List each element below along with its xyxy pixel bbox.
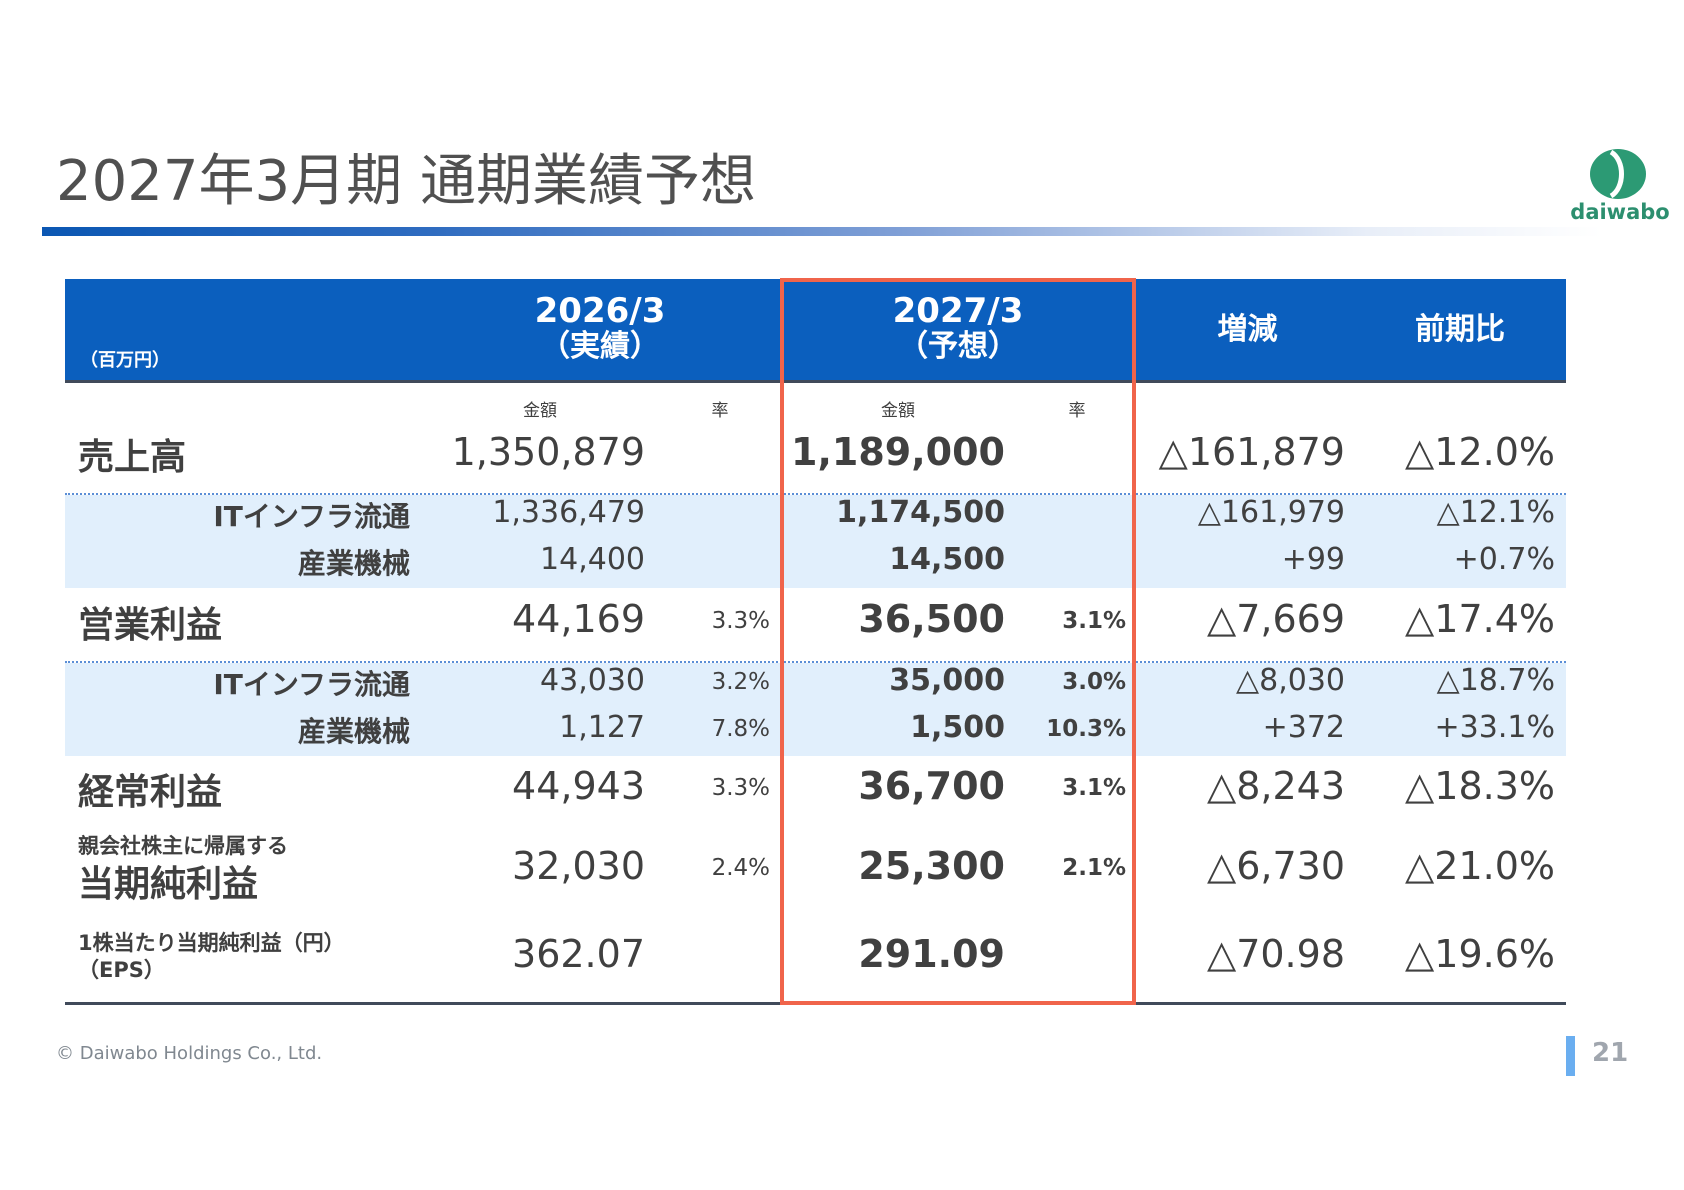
logo-text: daiwabo — [1570, 200, 1670, 224]
row-label-ordinary-profit: 経常利益 — [78, 772, 223, 813]
subheader-prev-rate: 率 — [711, 401, 729, 421]
cell-forecast-amount: 14,500 — [889, 542, 1005, 577]
header-prev-sub: （実績） — [540, 329, 660, 364]
cell-pct: △21.0% — [1405, 844, 1555, 888]
cell-pct: △18.7% — [1436, 663, 1555, 698]
cell-prev-rate: 3.2% — [711, 669, 770, 695]
cell-prev-rate: 3.3% — [711, 775, 770, 801]
cell-forecast-rate: 10.3% — [1046, 716, 1126, 742]
row-label-operating-profit: 営業利益 — [78, 605, 223, 646]
row-divider — [65, 661, 1566, 663]
cell-forecast-amount: 35,000 — [889, 663, 1005, 698]
row-label-it-sales: ITインフラ流通 — [213, 500, 410, 533]
cell-prev-rate: 2.4% — [711, 855, 770, 881]
cell-diff: △8,030 — [1236, 663, 1345, 698]
cell-forecast-amount: 36,700 — [858, 764, 1005, 808]
subheader-forecast-amount: 金額 — [881, 401, 915, 421]
header-prev-period: 2026/3 — [534, 291, 666, 331]
cell-forecast-amount: 291.09 — [858, 932, 1005, 976]
subheader-forecast-rate: 率 — [1068, 401, 1086, 421]
cell-diff: △70.98 — [1206, 932, 1345, 976]
header-divider — [65, 380, 1566, 383]
cell-forecast-amount: 36,500 — [858, 597, 1005, 641]
cell-prev-amount: 43,030 — [540, 663, 645, 698]
table-header — [65, 279, 1566, 380]
header-diff: 増減 — [1217, 312, 1278, 347]
cell-prev-amount: 32,030 — [512, 844, 645, 888]
cell-forecast-amount: 1,500 — [910, 710, 1005, 745]
cell-diff: △7,669 — [1206, 597, 1345, 641]
row-label-it-op: ITインフラ流通 — [213, 668, 410, 701]
cell-prev-amount: 1,336,479 — [492, 495, 645, 530]
cell-prev-rate: 3.3% — [711, 608, 770, 634]
cell-diff: △161,879 — [1158, 430, 1345, 474]
cell-prev-amount: 14,400 — [540, 542, 645, 577]
forecast-highlight-box — [780, 278, 1136, 1005]
row-label-machinery-sales: 産業機械 — [297, 547, 410, 580]
cell-prev-amount: 362.07 — [512, 932, 645, 976]
cell-diff: +372 — [1262, 710, 1345, 745]
cell-diff: △8,243 — [1206, 764, 1345, 808]
cell-prev-rate: 7.8% — [711, 716, 770, 742]
page-title: 2027年3月期 通期業績予想 — [56, 149, 756, 214]
segment-band-sales — [65, 495, 1566, 588]
row-divider — [65, 493, 1566, 495]
cell-diff: +99 — [1281, 542, 1345, 577]
segment-band-op — [65, 663, 1566, 756]
logo-mark-icon — [1590, 149, 1646, 199]
cell-forecast-rate: 3.0% — [1062, 669, 1126, 695]
cell-forecast-amount: 1,189,000 — [791, 430, 1005, 474]
cell-pct: △19.6% — [1405, 932, 1555, 976]
page-number: 21 — [1592, 1038, 1629, 1068]
title-underline — [42, 227, 1602, 236]
cell-pct: +33.1% — [1434, 710, 1555, 745]
copyright: © Daiwabo Holdings Co., Ltd. — [56, 1043, 323, 1064]
cell-diff: △6,730 — [1206, 844, 1345, 888]
cell-forecast-rate: 3.1% — [1062, 775, 1126, 801]
cell-forecast-rate: 3.1% — [1062, 608, 1126, 634]
row-label-net-income: 当期純利益 — [78, 864, 259, 905]
subheader-prev-amount: 金額 — [523, 401, 557, 421]
cell-forecast-rate: 2.1% — [1062, 855, 1126, 881]
row-label-sales: 売上高 — [78, 437, 187, 478]
cell-pct: △12.1% — [1436, 495, 1555, 530]
company-logo: daiwabo — [1565, 148, 1675, 228]
row-label-eps-line1: 1株当たり当期純利益（円） — [78, 931, 345, 955]
header-forecast-period: 2027/3 — [892, 291, 1024, 331]
cell-forecast-amount: 1,174,500 — [836, 495, 1005, 530]
cell-pct: +0.7% — [1453, 542, 1555, 577]
cell-pct: △17.4% — [1405, 597, 1555, 641]
page-number-bar — [1566, 1036, 1575, 1076]
header-forecast-sub: （予想） — [898, 329, 1018, 364]
header-forecast: 2027/3 （予想） — [790, 292, 1126, 364]
header-prev: 2026/3 （実績） — [440, 292, 760, 364]
row-label-net-income-prefix: 親会社株主に帰属する — [78, 834, 288, 858]
unit-label: （百万円） — [80, 350, 170, 371]
cell-prev-amount: 1,350,879 — [451, 430, 645, 474]
cell-pct: △12.0% — [1405, 430, 1555, 474]
cell-pct: △18.3% — [1405, 764, 1555, 808]
cell-prev-amount: 1,127 — [559, 710, 645, 745]
row-label-eps-line2: （EPS） — [78, 958, 165, 982]
row-label-machinery-op: 産業機械 — [297, 715, 410, 748]
cell-prev-amount: 44,943 — [512, 764, 645, 808]
cell-prev-amount: 44,169 — [512, 597, 645, 641]
cell-forecast-amount: 25,300 — [858, 844, 1005, 888]
header-pct: 前期比 — [1415, 312, 1505, 347]
cell-diff: △161,979 — [1197, 495, 1345, 530]
